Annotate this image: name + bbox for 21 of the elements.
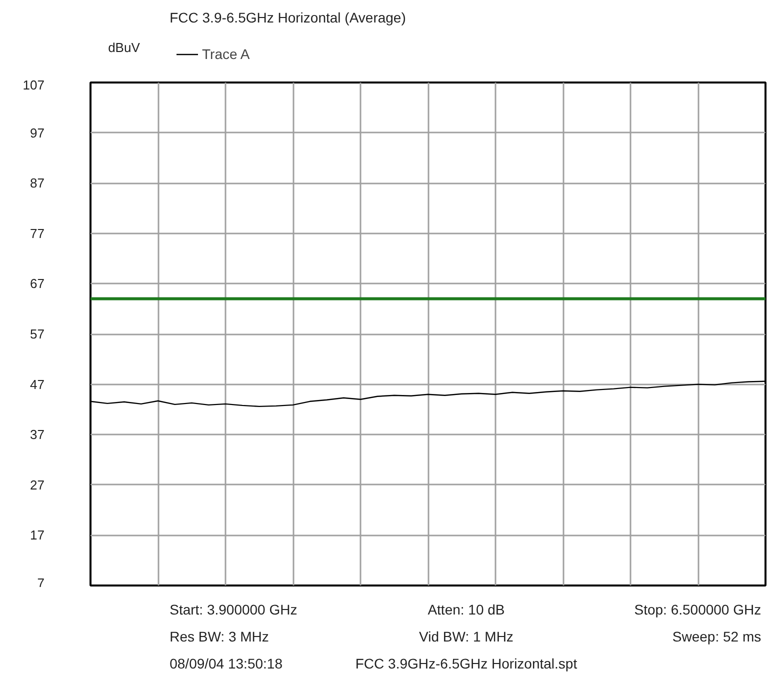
- text: FCC 3.9GHz-6.5GHz Horizontal.spt: [355, 656, 578, 672]
- y-tick-label: 37: [30, 427, 45, 442]
- legend-label: Trace A: [202, 46, 250, 62]
- y-tick-label: 47: [30, 376, 45, 392]
- text: Res BW: 3 MHz: [170, 628, 269, 644]
- text: Stop: 6.500000 GHz: [634, 602, 762, 618]
- y-tick-label: 67: [30, 276, 45, 292]
- text: 08/09/04 13:50:18: [170, 656, 283, 672]
- text: Vid BW: 1 MHz: [419, 628, 514, 644]
- y-tick-label: 107: [22, 78, 45, 92]
- text: Start: 3.900000 GHz: [170, 602, 298, 618]
- y-tick-label: 27: [30, 477, 45, 492]
- y-axis-title: dBuV: [108, 40, 140, 55]
- y-tick-label: 97: [30, 125, 45, 140]
- chart-title: FCC 3.9-6.5GHz Horizontal (Average): [170, 10, 406, 26]
- y-tick-label: 17: [30, 528, 45, 543]
- y-tick-label: 77: [30, 226, 45, 241]
- text: Atten: 10 dB: [428, 602, 505, 618]
- text: Sweep: 52 ms: [672, 628, 762, 644]
- y-tick-label: 87: [30, 176, 45, 191]
- y-tick-label: 57: [30, 326, 45, 342]
